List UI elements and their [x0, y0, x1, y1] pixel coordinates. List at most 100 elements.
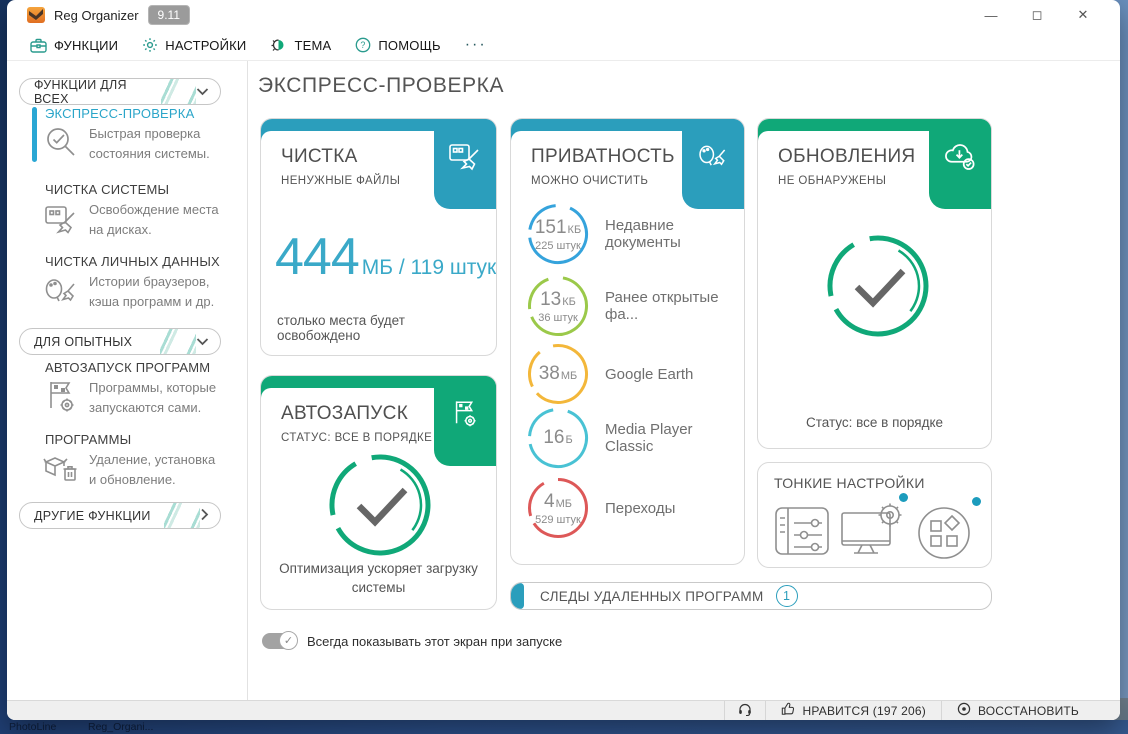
sidebar-item-description: Истории браузеров, кэша программ и др.	[89, 274, 215, 309]
card-privacy[interactable]: ПРИВАТНОСТЬ МОЖНО ОЧИСТИТЬ 151 КБ 225 шту…	[510, 118, 745, 565]
sidebar-item-description: Освобождение места на дисках.	[89, 202, 219, 237]
background-window-title: Reg_Organi...	[88, 721, 154, 733]
page-title: ЭКСПРЕСС-ПРОВЕРКА	[258, 74, 505, 97]
shapes-circle-icon[interactable]	[916, 505, 972, 566]
svg-text:?: ?	[361, 40, 366, 50]
sidebar-item-title: ЭКСПРЕСС-ПРОВЕРКА	[45, 106, 195, 121]
lightbulb-icon	[270, 37, 287, 54]
card-cleanup[interactable]: ЧИСТКА НЕНУЖНЫЕ ФАЙЛЫ 444 МБ / 119 штук …	[260, 118, 497, 356]
card-subtitle: СТАТУС: ВСЕ В ПОРЯДКЕ	[281, 432, 433, 444]
card-tab	[434, 119, 496, 209]
card-title: АВТОЗАПУСК	[281, 403, 409, 424]
restore-label: ВОССТАНОВИТЬ	[977, 703, 1079, 718]
toggle-check-icon: ✓	[279, 631, 298, 650]
sidebar-item-autostart-programs[interactable]: АВТОЗАПУСК ПРОГРАММ Программы, которые за…	[45, 360, 243, 418]
sidebar-item-express-check[interactable]: ЭКСПРЕСС-ПРОВЕРКА Быстрая проверка состоя…	[32, 106, 243, 164]
card-title: ПРИВАТНОСТЬ	[531, 146, 675, 167]
close-button[interactable]: ✕	[1077, 7, 1089, 22]
sidebar-item-system-cleanup[interactable]: ЧИСТКА СИСТЕМЫ Освобождение места на диск…	[45, 182, 243, 240]
headset-icon	[738, 703, 752, 719]
privacy-ring: 13 КБ 36 штук	[527, 275, 589, 337]
card-subtitle: НЕНУЖНЫЕ ФАЙЛЫ	[281, 175, 401, 187]
sidebar-item-description: Программы, которые запускаются сами.	[89, 380, 217, 415]
app-title: Reg Organizer	[54, 7, 139, 23]
sidebar-group-other-functions[interactable]: ДРУГИЕ ФУНКЦИИ	[19, 502, 221, 529]
privacy-item-label: Media Player Classic	[605, 421, 693, 455]
privacy-item-label: Ранее открытые фа...	[605, 289, 719, 323]
sidebar-item-programs[interactable]: ПРОГРАММЫ Удаление, установка и обновлени…	[43, 432, 243, 490]
thumbs-up-icon	[781, 702, 795, 719]
window-broom-icon	[43, 200, 79, 240]
flag-gear-icon	[43, 378, 79, 418]
privacy-ring: 151 КБ 225 штук	[527, 203, 589, 265]
menu-help[interactable]: ? ПОМОЩЬ	[355, 37, 441, 53]
sidebar-item-title: ЧИСТКА СИСТЕМЫ	[45, 182, 170, 197]
app-logo-icon	[27, 7, 45, 23]
card-footer-text: столько места будет освобождено	[277, 313, 405, 343]
privacy-item-google-earth[interactable]: 38 МБ Google Earth	[527, 343, 738, 405]
version-badge: 9.11	[147, 5, 191, 25]
monitor-gear-icon[interactable]	[840, 501, 906, 566]
flag-gear-icon	[449, 398, 481, 466]
menu-theme[interactable]: ТЕМА	[270, 37, 331, 54]
card-header: АВТОЗАПУСК СТАТУС: ВСЕ В ПОРЯДКЕ	[261, 388, 434, 466]
sliders-panel-icon[interactable]	[774, 505, 832, 564]
card-updates[interactable]: ОБНОВЛЕНИЯ НЕ ОБНАРУЖЕНЫ Статус: все в п…	[757, 118, 992, 449]
sidebar-group-for-experienced[interactable]: ДЛЯ ОПЫТНЫХ	[19, 328, 221, 355]
card-footer-text: Оптимизация ускоряет загрузку системы	[279, 561, 478, 595]
group-label: ФУНКЦИИ ДЛЯ ВСЕХ	[34, 78, 127, 105]
app-window: Reg Organizer 9.11 — ◻ ✕ ФУНКЦИИ	[7, 0, 1120, 720]
privacy-ring: 16 Б	[527, 407, 589, 469]
menu-functions[interactable]: ФУНКЦИИ	[30, 38, 118, 53]
menu-label: ТЕМА	[294, 37, 332, 53]
maximize-button[interactable]: ◻	[1031, 7, 1043, 22]
titlebar: Reg Organizer 9.11 — ◻ ✕	[7, 0, 1120, 30]
privacy-item-jumplists[interactable]: 4 МБ 529 штук Переходы	[527, 477, 738, 539]
privacy-ring: 4 МБ 529 штук	[527, 477, 589, 539]
card-header: ЧИСТКА НЕНУЖНЫЕ ФАЙЛЫ	[261, 131, 434, 209]
menu-settings[interactable]: НАСТРОЙКИ	[142, 37, 246, 53]
restore-icon	[957, 702, 971, 719]
stripes-decoration	[160, 329, 196, 354]
status-ok-icon	[823, 231, 933, 346]
status-ok-icon	[325, 450, 435, 565]
menubar: ФУНКЦИИ НАСТРОЙКИ ТЕМА	[7, 30, 1120, 60]
card-footer-text: Статус: все в порядке	[805, 415, 944, 430]
magnifier-check-icon	[43, 124, 79, 164]
support-button[interactable]	[724, 701, 765, 720]
group-label: ДРУГИЕ ФУНКЦИИ	[34, 508, 151, 523]
cleanup-value: 444 МБ / 119 штук	[275, 228, 497, 286]
card-tab	[434, 376, 496, 466]
window-controls: — ◻ ✕	[968, 2, 1120, 28]
privacy-item-previously-opened[interactable]: 13 КБ 36 штук Ранее открытые фа...	[527, 275, 738, 337]
privacy-item-media-player-classic[interactable]: 16 Б Media Player Classic	[527, 407, 738, 469]
privacy-item-recent-documents[interactable]: 151 КБ 225 штук Недавние документы	[527, 203, 738, 265]
card-autostart[interactable]: АВТОЗАПУСК СТАТУС: ВСЕ В ПОРЯДКЕ Оптимиз…	[260, 375, 497, 610]
menubar-separator	[7, 60, 1120, 61]
startup-toggle[interactable]: ✓	[262, 631, 298, 650]
statusbar: НРАВИТСЯ (197 206) ВОССТАНОВИТЬ	[7, 700, 1120, 720]
like-button[interactable]: НРАВИТСЯ (197 206)	[765, 701, 940, 720]
sidebar-item-description: Удаление, установка и обновление.	[89, 452, 216, 487]
group-label: ДЛЯ ОПЫТНЫХ	[34, 334, 133, 349]
help-icon: ?	[355, 37, 371, 53]
menu-label: НАСТРОЙКИ	[165, 37, 247, 53]
chevron-down-icon	[196, 335, 209, 349]
minimize-button[interactable]: —	[984, 7, 998, 23]
sidebar-item-private-data-cleanup[interactable]: ЧИСТКА ЛИЧНЫХ ДАННЫХ Истории браузеров, к…	[45, 254, 243, 312]
stripes-decoration	[164, 503, 200, 528]
traces-label: СЛЕДЫ УДАЛЕННЫХ ПРОГРАММ	[540, 588, 764, 604]
cloud-download-check-icon	[942, 141, 978, 209]
privacy-item-label: Google Earth	[605, 365, 694, 383]
box-trash-icon	[43, 450, 79, 490]
deleted-programs-traces-bar[interactable]: СЛЕДЫ УДАЛЕННЫХ ПРОГРАММ 1	[510, 582, 992, 610]
card-subtitle: МОЖНО ОЧИСТИТЬ	[531, 175, 649, 187]
sidebar-group-functions-for-all[interactable]: ФУНКЦИИ ДЛЯ ВСЕХ	[19, 78, 221, 105]
card-fine-tuning[interactable]: ТОНКИЕ НАСТРОЙКИ	[757, 462, 992, 568]
app-identity: Reg Organizer 9.11	[7, 5, 191, 25]
sidebar-separator	[247, 61, 248, 700]
menu-more[interactable]: ···	[465, 36, 487, 54]
restore-button[interactable]: ВОССТАНОВИТЬ	[940, 701, 1094, 720]
privacy-item-label: Переходы	[605, 499, 676, 517]
